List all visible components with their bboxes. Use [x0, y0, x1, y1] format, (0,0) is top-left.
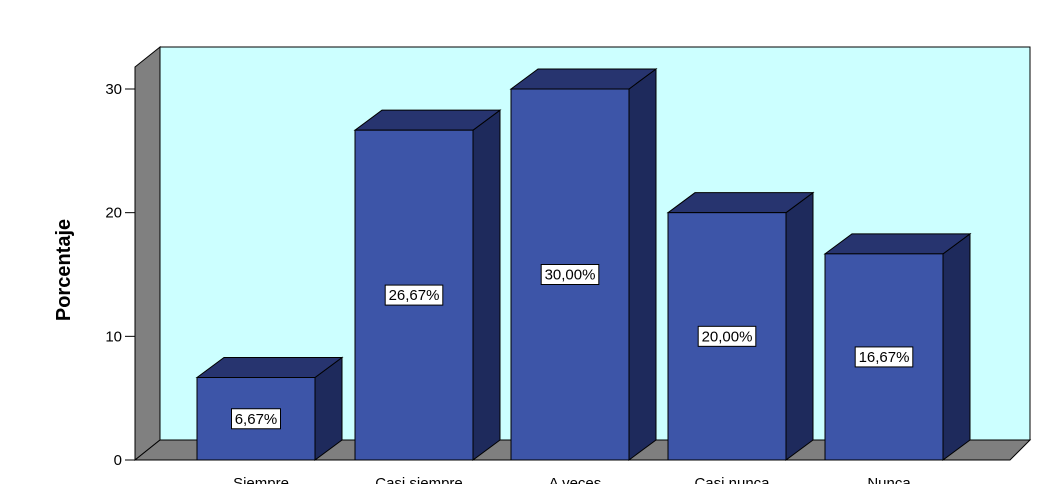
bar-side: [785, 191, 814, 461]
data-label-box: [854, 346, 914, 368]
y-tick-label: 30: [105, 81, 122, 98]
data-label-box: [697, 325, 757, 347]
y-tick-label: 0: [114, 452, 122, 469]
x-tick-label: Casi siempre: [375, 475, 463, 484]
bar-group: 26,67%: [353, 109, 502, 461]
x-tick-label: Siempre: [233, 475, 289, 484]
data-label-box: [231, 408, 281, 430]
data-label: 6,67%: [235, 411, 278, 428]
bar-side: [628, 68, 657, 461]
y-axis: 0 10 20 30: [105, 67, 136, 469]
bar-group: 16,67%: [823, 232, 972, 461]
data-label: 30,00%: [545, 267, 596, 284]
y-axis-label: Porcentaje: [53, 219, 75, 321]
x-tick-label: A veces: [549, 475, 602, 484]
category-labels: Siempre Casi siempre A veces Casi nunca Nunc…: [233, 475, 911, 484]
bar-group: 20,00%: [666, 191, 815, 461]
side-wall: [134, 45, 161, 462]
bar-group: 6,67%: [195, 356, 344, 461]
y-tick-label: 10: [105, 328, 122, 345]
data-label: 16,67%: [859, 349, 910, 366]
bar-side: [942, 232, 971, 461]
x-tick-label: Nunca: [867, 475, 911, 484]
data-label-box: [384, 284, 444, 306]
bars: 6,67% 26,67% 30,00% 20,00% 16,67%: [195, 68, 972, 461]
bar-group: 30,00%: [509, 68, 658, 461]
bar-side: [472, 109, 501, 461]
data-label: 20,00%: [702, 328, 753, 345]
data-label-box: [540, 264, 600, 285]
y-tick-label: 20: [105, 205, 122, 222]
data-label: 26,67%: [389, 287, 440, 304]
x-tick-label: Casi nunca: [694, 475, 770, 484]
